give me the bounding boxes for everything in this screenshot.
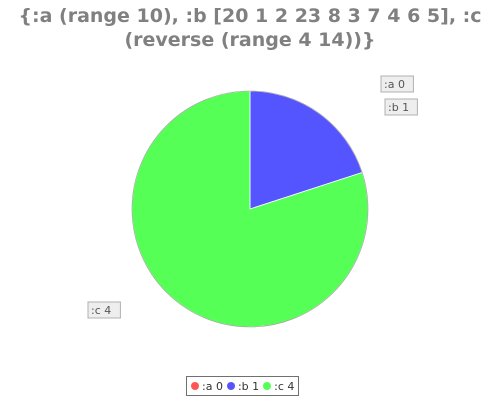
legend-label-a: :a 0: [202, 379, 223, 393]
legend-item-c: :c 4: [263, 380, 294, 393]
chart-title-line-2: (reverse (range 4 14))}: [124, 29, 376, 51]
legend-item-a: :a 0: [191, 380, 223, 393]
legend-swatch-c: [263, 382, 272, 390]
legend: :a 0 :b 1 :c 4: [186, 376, 300, 396]
legend-swatch-b: [226, 382, 235, 390]
slice-label-text-a: :a 0: [384, 78, 405, 91]
slice-label-a: :a 0: [380, 75, 414, 93]
slice-label-box-b: [384, 98, 418, 116]
legend-item-b: :b 1: [226, 379, 260, 393]
legend-label-c: :c 4: [274, 379, 295, 393]
pie-outline: [131, 90, 369, 328]
slice-label-box-c: [87, 301, 121, 319]
slice-label-c: :c 4: [87, 301, 121, 319]
slice-label-b: :b 1: [384, 98, 418, 116]
slice-label-text-c: :c 4: [91, 304, 111, 317]
chart-title: {:a (range 10), :b [20 1 2 23 8 3 7 4 6 …: [0, 4, 500, 52]
slice-label-box-a: [380, 75, 414, 93]
legend-label-b: :b 1: [237, 379, 260, 393]
legend-swatch-a: [191, 382, 199, 390]
slice-label-text-b: :b 1: [388, 101, 409, 114]
chart-title-line-1: {:a (range 10), :b [20 1 2 23 8 3 7 4 6 …: [18, 5, 482, 27]
